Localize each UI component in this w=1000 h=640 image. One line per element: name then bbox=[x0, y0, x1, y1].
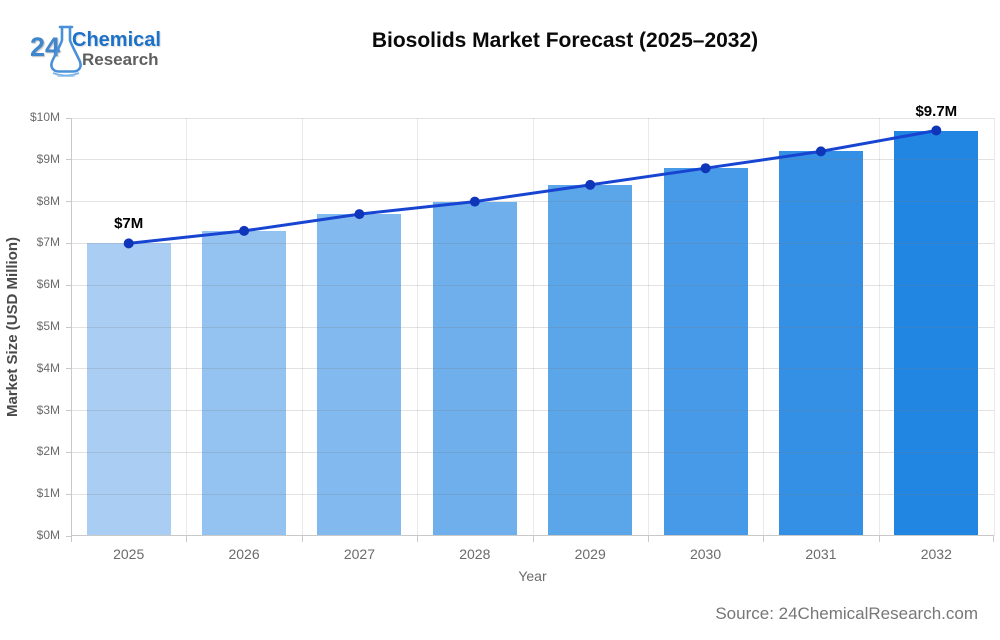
vertical-gridline bbox=[647, 118, 649, 536]
y-axis-label: $5M bbox=[36, 319, 60, 333]
horizontal-gridline bbox=[71, 326, 994, 328]
page-title: Biosolids Market Forecast (2025–2032) bbox=[371, 29, 759, 52]
vertical-gridline bbox=[301, 118, 303, 536]
company-logo: 24 Chemical Research bbox=[30, 25, 190, 78]
x-axis-label-2031: 2031 bbox=[805, 546, 837, 562]
bar-2031 bbox=[778, 151, 863, 536]
horizontal-gridline bbox=[71, 159, 994, 161]
x-axis-tick bbox=[533, 536, 534, 542]
y-axis-label: $8M bbox=[36, 193, 60, 208]
vertical-gridline bbox=[185, 118, 187, 536]
data-point-2030 bbox=[700, 163, 711, 174]
horizontal-gridline bbox=[71, 242, 994, 244]
horizontal-gridline bbox=[71, 493, 994, 495]
y-axis-tick bbox=[66, 493, 71, 495]
x-axis-tick bbox=[302, 536, 303, 542]
x-axis-label-2029: 2029 bbox=[574, 546, 606, 562]
y-axis-label: $7M bbox=[36, 235, 60, 250]
x-axis-tick bbox=[879, 536, 880, 542]
horizontal-gridline bbox=[71, 117, 994, 119]
y-axis-tick bbox=[66, 410, 71, 412]
x-axis-label-2025: 2025 bbox=[113, 546, 145, 562]
vertical-gridline bbox=[762, 118, 764, 536]
value-label-2025: $7M bbox=[114, 215, 144, 233]
x-axis-tick bbox=[417, 536, 418, 542]
x-axis-tick bbox=[993, 536, 994, 542]
y-axis-label: $9M bbox=[36, 151, 60, 166]
logo-word-chemical: Chemical bbox=[72, 29, 161, 51]
x-axis-label-2028: 2028 bbox=[459, 546, 491, 562]
x-axis-tick bbox=[186, 536, 187, 542]
bar-2032 bbox=[894, 130, 979, 536]
y-axis-tick bbox=[66, 326, 71, 328]
y-axis-label: $6M bbox=[36, 277, 60, 292]
plot-area: $7M $9.7M bbox=[66, 103, 995, 542]
horizontal-gridline bbox=[71, 368, 994, 370]
x-axis-tick bbox=[648, 536, 649, 542]
x-axis-label-2030: 2030 bbox=[689, 546, 722, 562]
bar-2026 bbox=[202, 230, 287, 536]
x-axis-label-2027: 2027 bbox=[343, 546, 376, 562]
y-axis-tick bbox=[66, 451, 71, 453]
x-axis-tick bbox=[71, 536, 72, 542]
bar-2027 bbox=[317, 214, 402, 536]
y-axis-tick bbox=[66, 368, 71, 370]
data-point-2029 bbox=[585, 179, 596, 190]
x-axis-label-2026: 2026 bbox=[228, 546, 260, 562]
x-axis-tick bbox=[763, 536, 764, 542]
source-credit: Source: 24ChemicalResearch.com bbox=[715, 604, 978, 623]
y-axis-label: $3M bbox=[36, 402, 60, 417]
data-point-2031 bbox=[815, 146, 826, 157]
logo-word-research: Research bbox=[82, 50, 159, 69]
data-point-2032 bbox=[931, 125, 942, 136]
y-axis-tick bbox=[66, 117, 71, 119]
data-point-2025 bbox=[123, 238, 134, 249]
vertical-gridline bbox=[416, 118, 418, 536]
x-axis-label-2032: 2032 bbox=[920, 546, 952, 562]
y-axis-label: $10M bbox=[29, 110, 60, 124]
y-axis-label: $2M bbox=[36, 444, 60, 459]
x-axis-line bbox=[71, 535, 994, 536]
vertical-gridline bbox=[993, 118, 995, 536]
y-axis-label: $0M bbox=[36, 528, 60, 542]
trend-line bbox=[128, 129, 937, 245]
data-point-2026 bbox=[239, 225, 250, 236]
y-axis-tick bbox=[66, 159, 71, 161]
y-axis-tick bbox=[66, 242, 71, 244]
data-point-2027 bbox=[354, 209, 365, 220]
y-axis-line bbox=[71, 118, 72, 536]
y-axis-tick bbox=[66, 284, 71, 286]
y-axis-tick bbox=[66, 535, 71, 537]
flask-icon bbox=[47, 23, 85, 82]
trend-line-layer bbox=[123, 125, 942, 249]
horizontal-gridline bbox=[71, 284, 994, 286]
bar-2030 bbox=[663, 168, 748, 536]
y-axis-label: $1M bbox=[36, 486, 60, 501]
vertical-gridline bbox=[532, 118, 534, 536]
x-axis-title: Year bbox=[518, 568, 547, 584]
horizontal-gridline bbox=[71, 451, 994, 453]
value-label-2032: $9.7M bbox=[915, 102, 958, 120]
bar-2025 bbox=[86, 243, 171, 536]
y-axis-tick bbox=[66, 201, 71, 203]
bar-2028 bbox=[432, 201, 517, 536]
bar-2029 bbox=[548, 184, 633, 536]
horizontal-gridline bbox=[71, 201, 994, 203]
horizontal-gridline bbox=[71, 410, 994, 412]
vertical-gridline bbox=[878, 118, 880, 536]
y-axis-label: $4M bbox=[36, 360, 60, 375]
data-point-2028 bbox=[469, 196, 480, 207]
